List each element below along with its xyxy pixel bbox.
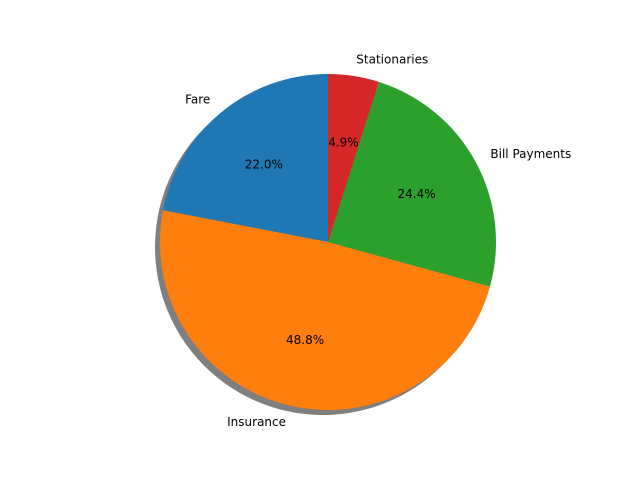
- slice-label-bill-payments: Bill Payments: [490, 147, 571, 161]
- pie-slice-stationaries: [328, 74, 379, 242]
- pie-labels: Fare 22.0% Insurance 48.8% Bill Payments 24.4…: [185, 52, 571, 429]
- pie-slice-bill-payments: [328, 81, 496, 287]
- slice-label-insurance: Insurance: [227, 415, 286, 429]
- pie-slice-fare: [163, 74, 328, 242]
- pct-label-insurance: 48.8%: [286, 333, 324, 347]
- slice-label-stationaries: Stationaries: [356, 52, 428, 66]
- pie-slices: [160, 74, 496, 410]
- pct-label-bill-payments: 24.4%: [398, 187, 436, 201]
- pie-slice-insurance: [160, 210, 490, 410]
- pct-label-stationaries: 4.9%: [328, 135, 359, 149]
- pct-label-fare: 22.0%: [245, 157, 283, 171]
- slice-label-fare: Fare: [185, 93, 210, 107]
